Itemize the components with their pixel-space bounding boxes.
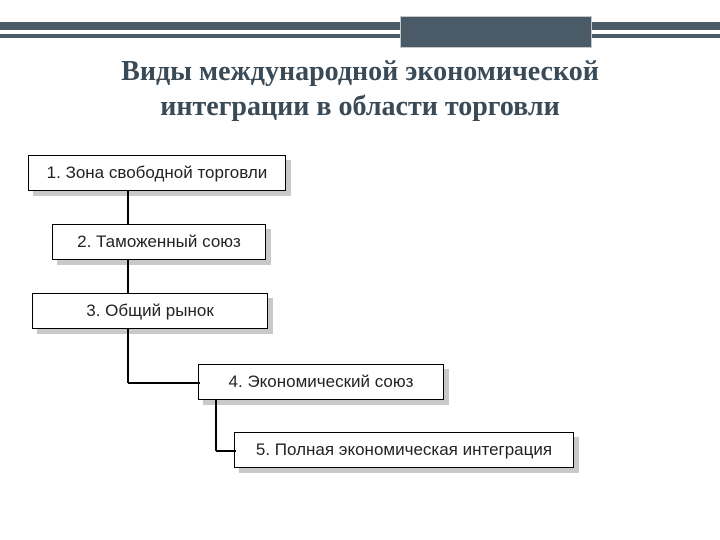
flow-node-label: 3. Общий рынок: [86, 301, 214, 321]
connector-vertical: [215, 400, 217, 451]
connector-vertical: [127, 260, 129, 293]
connector-vertical: [127, 191, 129, 224]
flow-node-3: 3. Общий рынок: [32, 293, 268, 329]
flow-node-4: 4. Экономический союз: [198, 364, 444, 400]
flow-node-box: 3. Общий рынок: [32, 293, 268, 329]
flow-node-2: 2. Таможенный союз: [52, 224, 266, 260]
flow-node-label: 5. Полная экономическая интеграция: [256, 440, 552, 460]
flow-node-label: 4. Экономический союз: [229, 372, 414, 392]
slide: Виды международной экономической интегра…: [0, 0, 720, 540]
flow-node-box: 1. Зона свободной торговли: [28, 155, 286, 191]
flow-node-5: 5. Полная экономическая интеграция: [234, 432, 574, 468]
flow-node-box: 2. Таможенный союз: [52, 224, 266, 260]
connector-horizontal: [216, 450, 236, 452]
flowchart-diagram: 1. Зона свободной торговли 2. Таможенный …: [0, 0, 720, 540]
flow-node-label: 1. Зона свободной торговли: [47, 163, 268, 183]
flow-node-label: 2. Таможенный союз: [77, 232, 241, 252]
flow-node-box: 4. Экономический союз: [198, 364, 444, 400]
connector-horizontal: [128, 382, 200, 384]
flow-node-1: 1. Зона свободной торговли: [28, 155, 286, 191]
flow-node-box: 5. Полная экономическая интеграция: [234, 432, 574, 468]
connector-vertical: [127, 329, 129, 383]
